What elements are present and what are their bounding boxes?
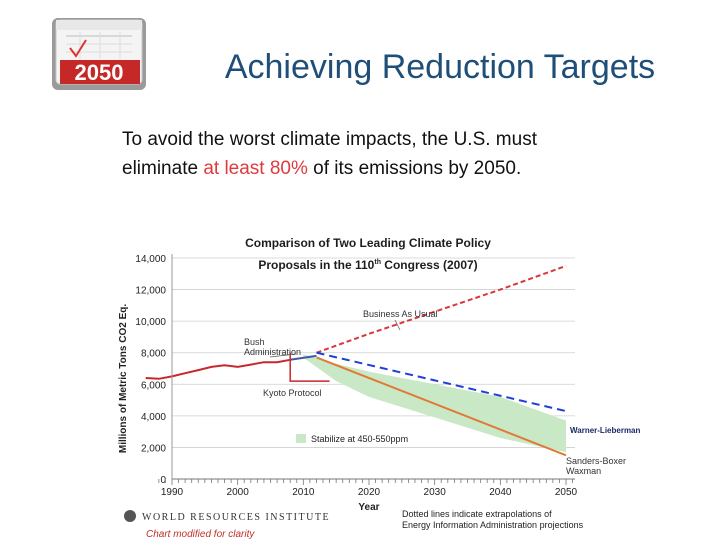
calendar-year: 2050 [75,60,124,85]
highlight-80-percent: at least 80% [203,158,308,179]
calendar-icon: 2050 [52,18,146,90]
y-tick-label: 14,000 [135,254,166,265]
chart-title: Comparison of Two Leading Climate Policy… [218,234,518,275]
kyoto-label: Kyoto Protocol [263,388,322,398]
chart-title-sup: th [374,259,381,266]
chart-title-line-2: Proposals in the 110th Congress (2007) [218,253,518,275]
modified-note: Chart modified for clarity [146,529,255,540]
wri-logo: WORLD RESOURCES INSTITUTE [124,510,330,523]
bush-leader [269,353,297,358]
sanders-label-line-2: Waxman [566,466,601,476]
series-line-business-as-usual [316,264,567,354]
x-tick-label: 1990 [161,487,184,498]
bush-label-line-2: Administration [244,347,301,357]
y-tick-label: 12,000 [135,286,166,297]
series-line-sanders-boxer-waxman [316,356,567,457]
bau-leader [394,319,401,331]
intro-line-2-after: of its emissions by 2050. [307,158,522,179]
y-tick-label: 2,000 [141,443,166,454]
x-tick-label: 2050 [555,487,578,498]
series-line-bush-administration [290,354,317,361]
footnote-line-1: Dotted lines indicate extrapolations of [402,509,552,519]
stabilize-legend-label: Stabilize at 450-550ppm [311,434,408,444]
intro-line-1: To avoid the worst climate impacts, the … [122,129,537,150]
x-tick-label: 2030 [424,487,447,498]
intro-line-2: eliminate at least 80% of its emissions … [122,154,682,183]
warner-label: Warner-Lieberman [570,426,641,435]
chart-title-line-2-before: Proposals in the 110 [258,258,375,272]
x-tick-label: 2000 [227,487,250,498]
y-tick-label: 6,000 [141,380,166,391]
x-tick-label: 2010 [292,487,315,498]
y-tick-label: 4,000 [141,412,166,423]
stabilize-legend-swatch [296,434,306,443]
globe-icon [124,510,136,522]
bush-label-line-1: Bush [244,337,265,347]
intro-text: To avoid the worst climate impacts, the … [122,125,682,183]
bau-label: Business As Usual [363,309,438,319]
series-group [145,264,567,457]
intro-line-2-before: eliminate [122,158,204,179]
footnote-line-2: Energy Information Administration projec… [402,520,584,530]
sanders-label-line-1: Sanders-Boxer [566,456,626,466]
wri-text: WORLD RESOURCES INSTITUTE [142,512,331,523]
page-title: Achieving Reduction Targets [224,48,656,86]
x-tick-label: 2040 [489,487,512,498]
y-tick-label: 8,000 [141,349,166,360]
series-line-warner-lieberman [316,351,567,413]
y-axis-label: Millions of Metric Tons CO2 Eq. [118,304,129,453]
x-axis-label: Year [358,502,379,513]
kyoto-bracket [289,352,330,382]
chart-footnote: Dotted lines indicate extrapolations of … [402,509,583,531]
chart-title-line-1: Comparison of Two Leading Climate Policy [245,236,491,250]
chart-labels: Kyoto Protocol Business As Usual BushAdmin… [244,309,641,476]
chart-axes: 0 2,000 4,000 6,000 8,000 10,000 12,000 14,000 1… [118,254,578,513]
y-tick-label: 0 [160,475,166,486]
y-tick-label: 10,000 [135,317,166,328]
series-line-historical-emissions [145,358,291,380]
chart-title-line-2-after: Congress (2007) [380,258,478,272]
x-tick-label: 2020 [358,487,381,498]
